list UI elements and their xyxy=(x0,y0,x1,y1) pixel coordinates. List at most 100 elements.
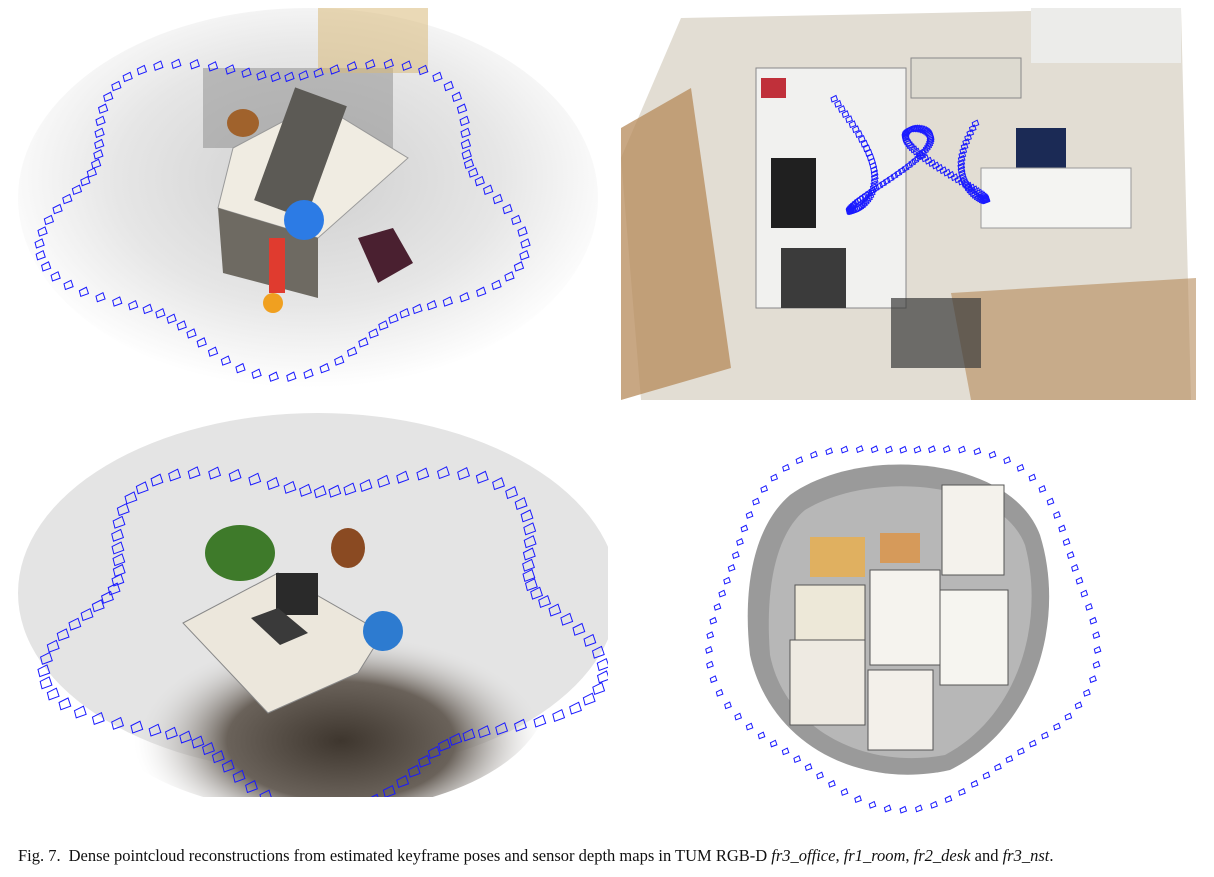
keyframe-marker xyxy=(1062,537,1071,546)
keyframe-marker xyxy=(709,616,718,625)
keyframe-marker xyxy=(552,708,566,723)
monitor xyxy=(771,158,816,228)
keyframe-marker xyxy=(1058,524,1067,533)
keyframe-marker xyxy=(840,445,849,454)
keyframe-marker xyxy=(495,722,509,736)
keyframe-marker xyxy=(476,286,487,298)
keyframe-marker xyxy=(886,174,895,183)
keyframe-marker xyxy=(538,594,552,609)
keyframe-marker xyxy=(858,134,866,143)
keyframe-marker xyxy=(596,670,608,684)
keyframe-marker xyxy=(520,238,531,249)
keyframe-marker xyxy=(202,742,215,756)
keyframe-marker xyxy=(1092,660,1101,669)
keyframe-marker xyxy=(432,71,443,83)
keyframe-marker xyxy=(958,787,966,796)
keyframe-marker xyxy=(164,726,178,740)
keyframe-marker xyxy=(343,482,357,496)
keyframe-marker xyxy=(396,774,410,789)
keyframe-marker xyxy=(958,169,966,178)
red-object xyxy=(761,78,786,98)
keyframe-marker xyxy=(1092,631,1101,640)
keyframe-marker xyxy=(885,445,893,454)
keyframe-marker xyxy=(918,152,927,160)
keyframe-marker xyxy=(136,64,148,76)
keyframe-marker xyxy=(851,198,860,207)
reconstruction-panel-fr3-office xyxy=(18,8,608,400)
keyframe-marker xyxy=(830,94,839,103)
keyframe-marker xyxy=(187,466,201,480)
keyframe-marker xyxy=(459,115,470,127)
pointcloud-fr1-room xyxy=(621,8,1196,400)
keyframe-marker xyxy=(189,59,200,70)
keyframe-marker xyxy=(825,447,834,456)
keyframe-trajectory xyxy=(34,58,531,382)
keyframe-marker xyxy=(135,481,149,495)
keyframe-marker xyxy=(760,485,769,493)
keyframe-marker xyxy=(268,371,279,382)
keyframe-marker xyxy=(548,603,562,617)
keyframe-marker xyxy=(427,745,441,759)
globe xyxy=(284,200,324,240)
keyframe-marker xyxy=(854,197,862,205)
keyframe-marker xyxy=(407,764,421,778)
keyframe-marker xyxy=(770,473,779,482)
keyframe-marker xyxy=(73,705,87,719)
reconstruction-panel-fr3-nst xyxy=(680,425,1120,825)
keyframe-marker xyxy=(848,120,857,129)
keyframe-marker xyxy=(359,478,373,493)
keyframe-marker xyxy=(111,80,122,92)
keyframe-marker xyxy=(734,712,743,721)
keyframe-marker xyxy=(988,450,997,459)
keyframe-marker xyxy=(128,299,139,311)
keyframe-marker xyxy=(148,723,162,737)
keyframe-marker xyxy=(116,503,130,517)
keyframe-marker xyxy=(706,660,714,669)
keyframe-marker xyxy=(418,64,429,76)
cabinet xyxy=(891,298,981,368)
keyframe-marker xyxy=(111,528,125,542)
keyframe-marker xyxy=(713,602,722,611)
keyframe-marker xyxy=(504,271,515,282)
pointcloud-fr2-desk xyxy=(18,413,608,797)
keyframe-marker xyxy=(299,483,312,497)
keyframe-marker xyxy=(313,67,324,78)
keyframe-marker xyxy=(994,763,1002,772)
keyframe-marker xyxy=(962,180,971,189)
plant xyxy=(205,525,275,581)
keyframe-marker xyxy=(718,589,727,598)
keyframe-marker xyxy=(957,158,966,167)
keyframe-marker xyxy=(944,795,953,804)
keyframe-marker xyxy=(530,586,544,600)
keyframe-marker xyxy=(283,480,297,494)
keyframe-marker xyxy=(1075,576,1084,585)
keyframe-marker xyxy=(457,467,471,481)
teddy-bear xyxy=(331,528,365,568)
keyframe-marker xyxy=(883,804,892,813)
keyframe-marker xyxy=(870,169,879,178)
poster-2 xyxy=(810,537,865,577)
keyframe-marker xyxy=(365,59,376,70)
keyframe-marker xyxy=(583,633,597,647)
poster-4 xyxy=(869,569,941,666)
keyframe-marker xyxy=(715,688,724,697)
keyframe-marker xyxy=(378,320,389,331)
keyframe-marker xyxy=(93,149,104,160)
dataset-name: fr1_room xyxy=(843,846,906,865)
keyframe-marker xyxy=(972,192,981,201)
keyframe-marker xyxy=(850,200,858,209)
keyframe-marker xyxy=(523,522,537,536)
keyframe-marker xyxy=(52,203,63,215)
keyframe-marker xyxy=(782,463,790,472)
keyframe-marker xyxy=(62,193,73,205)
keyframe-marker xyxy=(943,168,951,177)
keyframe-marker xyxy=(474,175,485,187)
keyframe-marker xyxy=(861,198,870,207)
caption-separator: , xyxy=(835,846,844,865)
keyframe-marker xyxy=(442,296,454,307)
keyframe-marker xyxy=(80,608,94,622)
keyframe-marker xyxy=(468,167,479,178)
keyframe-marker xyxy=(1038,485,1047,493)
keyframe-marker xyxy=(251,368,262,379)
keyframe-marker xyxy=(155,308,166,319)
